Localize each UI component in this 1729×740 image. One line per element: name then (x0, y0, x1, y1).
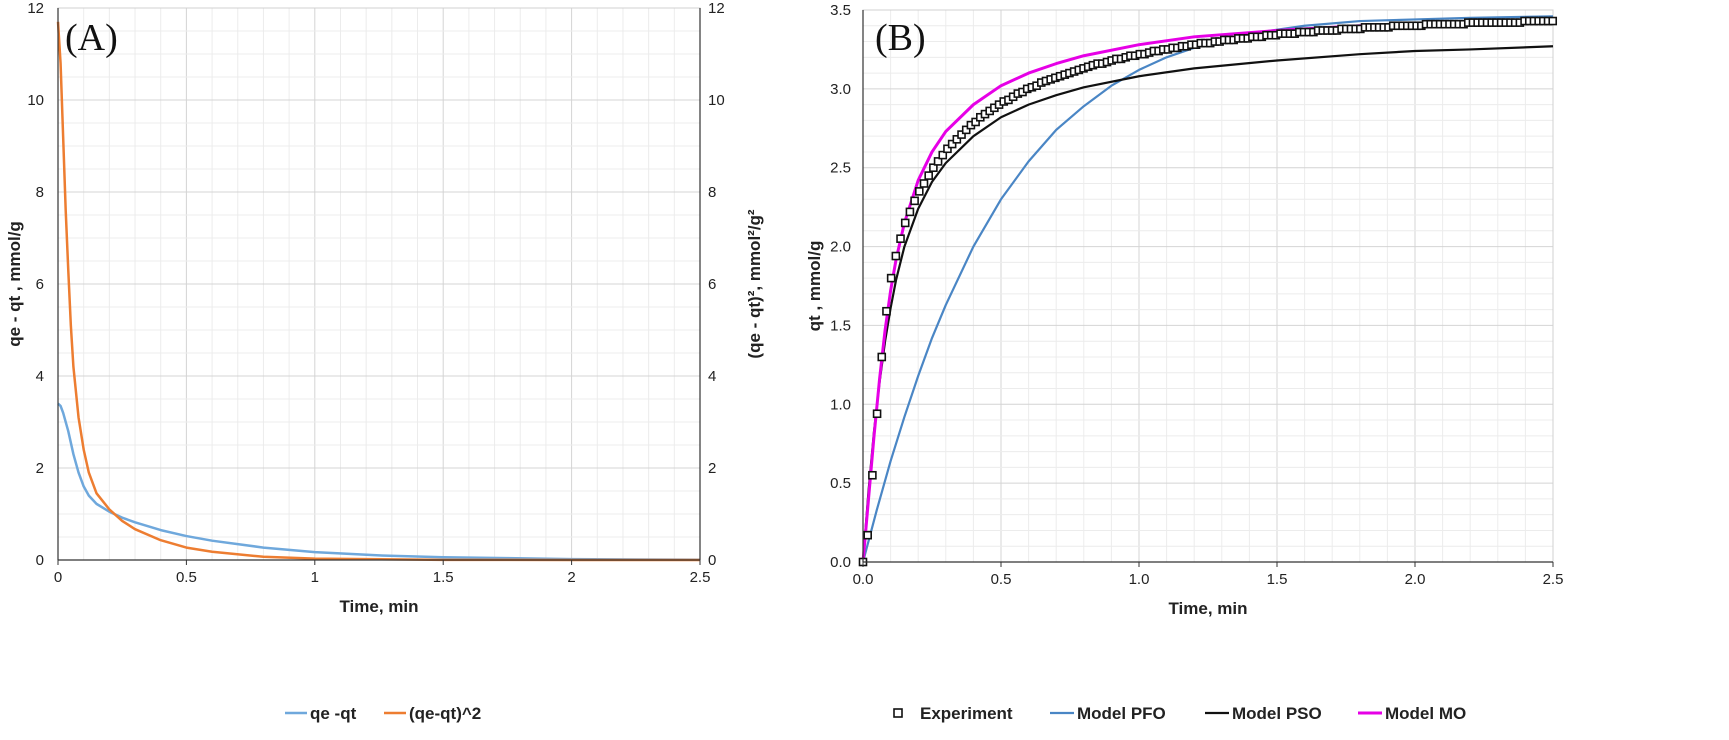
experiment-point (924, 171, 933, 180)
experiment-point (872, 409, 882, 419)
legend-label: qe -qt (310, 704, 357, 723)
experiment-point (896, 234, 905, 243)
panel-b-grid (862, 9, 1554, 563)
panel-b: 0.0 0.5 1.0 1.5 2.0 2.5 0.0 0.5 1.0 1.5 2.0 2.5 3.0… (805, 2, 1563, 723)
experiment-point (961, 125, 971, 135)
panel-b-label: (B) (875, 17, 926, 59)
experiment-point (947, 139, 957, 149)
panel-b-x-ticks: 0.0 0.5 1.0 1.5 2.0 2.5 (853, 562, 1564, 588)
panel-a: 0 0.5 1 1.5 2 2.5 0 2 4 6 8 10 12 0 2 4 6 8 10 12 (A) Tim… (5, 0, 764, 723)
panel-a-y-label-left: qe - qt , mmol/g (5, 221, 24, 347)
experiment-point (900, 218, 910, 228)
x-tick-label: 2.0 (1405, 571, 1426, 588)
x-tick-label: 1.5 (1267, 571, 1288, 588)
legend-swatch (893, 708, 903, 718)
y-tick-label-left: 6 (36, 276, 44, 293)
experiment-point (915, 187, 924, 196)
y-tick-label-right: 12 (708, 0, 725, 17)
experiment-point (877, 352, 887, 362)
panel-b-legend: Experiment Model PFO Model PSO Model MO (893, 704, 1466, 723)
y-tick-label-left: 10 (27, 92, 44, 109)
panel-a-grid (57, 7, 701, 561)
experiment-point (919, 179, 929, 188)
y-tick-label: 0.0 (830, 554, 851, 571)
series-line-model-pfo (861, 15, 1554, 563)
y-tick-label-right: 0 (708, 552, 716, 569)
y-tick-label: 3.5 (830, 2, 851, 19)
experiment-point (868, 470, 877, 480)
y-tick-label-left: 0 (36, 552, 44, 569)
series-line-model-mo (861, 19, 1554, 563)
experiment-point (952, 135, 962, 144)
y-tick-label-right: 4 (708, 368, 716, 385)
y-tick-label-right: 8 (708, 184, 716, 201)
y-tick-label: 2.0 (830, 239, 851, 256)
panel-a-x-ticks: 0 0.5 1 1.5 2 2.5 (54, 560, 711, 586)
experiment-point (905, 207, 915, 217)
legend-label: (qe-qt)^2 (409, 704, 481, 723)
experiment-point (910, 196, 919, 206)
panel-a-y-label-right: (qe - qt)², mmol²/g² (745, 209, 764, 359)
experiment-point (943, 144, 952, 154)
x-tick-label: 2.5 (1543, 571, 1564, 588)
panel-b-series (858, 15, 1558, 567)
y-tick-label: 3.0 (830, 81, 851, 98)
y-tick-label: 2.5 (830, 160, 851, 177)
experiment-point (891, 251, 901, 261)
x-tick-label: 2 (567, 569, 575, 586)
x-tick-label: 0.5 (176, 569, 197, 586)
legend-label: Model PSO (1232, 704, 1322, 723)
panel-b-plot-area (862, 9, 1554, 563)
y-tick-label: 0.5 (830, 475, 851, 492)
experiment-point (882, 306, 891, 316)
y-tick-label-right: 10 (708, 92, 725, 109)
series-line-model-pso (861, 45, 1554, 563)
y-tick-label: 1.5 (830, 317, 851, 334)
y-tick-label-left: 4 (36, 368, 44, 385)
panel-a-label: (A) (65, 17, 118, 59)
x-tick-label: 1 (311, 569, 319, 586)
x-tick-label: 2.5 (690, 569, 711, 586)
y-tick-label-left: 8 (36, 184, 44, 201)
y-tick-label: 1.0 (830, 396, 851, 413)
legend-label: Model MO (1385, 704, 1466, 723)
panel-a-y-ticks-right: 0 2 4 6 8 10 12 (708, 0, 725, 569)
x-tick-label: 1.0 (1129, 571, 1150, 588)
x-tick-label: 1.5 (433, 569, 454, 586)
series-line-qe-qt-squared (56, 21, 701, 562)
y-tick-label-right: 2 (708, 460, 716, 477)
series-line-qe-qt (57, 402, 701, 562)
y-tick-label-left: 2 (36, 460, 44, 477)
legend-label: Model PFO (1077, 704, 1166, 723)
panel-a-x-label: Time, min (339, 597, 418, 616)
x-tick-label: 0 (54, 569, 62, 586)
x-tick-label: 0.5 (991, 571, 1012, 588)
panel-a-legend: qe -qt (qe-qt)^2 (285, 704, 481, 723)
panel-a-y-ticks-left: 0 2 4 6 8 10 12 (27, 0, 44, 569)
experiment-point (933, 157, 943, 166)
experiment-point (863, 530, 872, 540)
panel-b-y-label: qt , mmol/g (805, 241, 824, 332)
experiment-point (971, 117, 980, 127)
panel-a-series (56, 21, 701, 562)
y-tick-label-right: 6 (708, 276, 716, 293)
x-tick-label: 0.0 (853, 571, 874, 588)
experiment-point (929, 163, 938, 173)
experiment-point (1548, 16, 1558, 26)
panel-b-x-label: Time, min (1168, 599, 1247, 618)
panel-b-y-ticks: 0.0 0.5 1.0 1.5 2.0 2.5 3.0 3.5 (830, 2, 851, 571)
y-tick-label-left: 12 (27, 0, 44, 17)
legend-label: Experiment (920, 704, 1013, 723)
experiment-point (886, 273, 896, 283)
experiment-point (957, 130, 966, 139)
experiment-point (938, 150, 948, 160)
